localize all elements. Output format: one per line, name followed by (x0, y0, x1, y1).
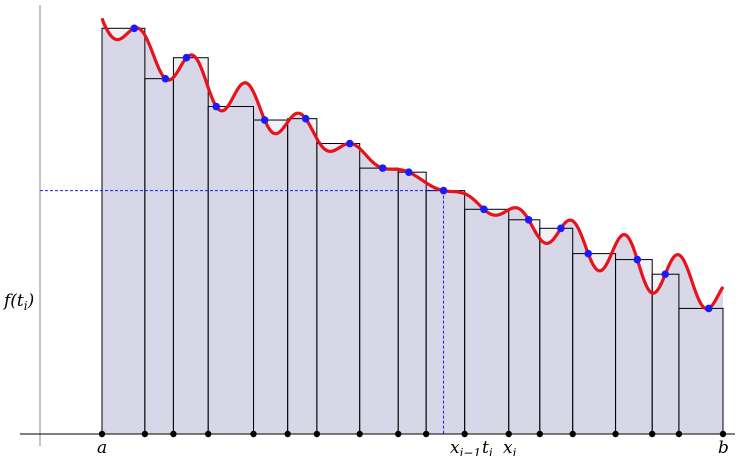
riemann-rectangle (425, 190, 466, 435)
riemann-rectangle (287, 118, 318, 435)
area-fill-shape (102, 18, 723, 435)
partition-point (649, 430, 656, 438)
sample-point (704, 304, 713, 313)
partition-points (98, 430, 727, 438)
riemann-rectangle (464, 208, 510, 435)
riemann-rectangle (101, 27, 146, 435)
sample-point (260, 116, 269, 124)
riemann-rectangle (207, 106, 255, 435)
partition-point (141, 430, 149, 438)
sample-point (480, 205, 488, 214)
label-b: b (718, 438, 729, 456)
partition-point (395, 430, 402, 438)
partition-point (505, 430, 512, 438)
partition-point (569, 430, 576, 438)
riemann-rectangle (678, 307, 724, 435)
riemann-rectangle (359, 167, 399, 435)
partition-point (98, 430, 106, 438)
partition-point (719, 430, 727, 438)
partition-point (170, 430, 177, 438)
partition-point (356, 430, 363, 438)
riemann-rectangle (508, 219, 541, 435)
partition-point (536, 430, 544, 438)
partition-point (313, 430, 321, 438)
sample-point (633, 255, 642, 264)
sample-point (130, 24, 139, 33)
riemann-rectangle (539, 227, 574, 435)
sample-point (524, 215, 533, 224)
partition-point (204, 430, 212, 438)
sample-point (161, 74, 170, 83)
sample-point (301, 114, 310, 123)
sample-point (557, 224, 565, 233)
partition-point (422, 430, 430, 438)
partition-point (612, 430, 619, 438)
riemann-rectangle (651, 273, 680, 435)
guide-lines (40, 190, 445, 434)
partition-point (461, 430, 468, 438)
label-a: a (97, 438, 107, 456)
riemann-rectangle (253, 119, 289, 435)
sample-point (584, 249, 593, 258)
sample-point (378, 164, 387, 172)
label-x-i-minus-1: xi−1 (450, 438, 481, 456)
area-under-curve-fill (102, 18, 723, 435)
sample-point (661, 270, 670, 279)
riemann-rectangle (316, 143, 361, 435)
riemann-rectangle (572, 253, 617, 435)
riemann-rectangle (144, 78, 174, 435)
sample-point (439, 186, 448, 195)
partition-point (250, 430, 257, 438)
label-t-i: ti (482, 438, 493, 456)
sample-point (404, 168, 413, 176)
label-x-i: xi (503, 438, 517, 456)
riemann-rectangle (397, 171, 427, 435)
partition-point (284, 430, 291, 438)
riemann-rectangle (172, 57, 209, 435)
riemann-rectangles (101, 27, 724, 435)
function-curve (100, 17, 725, 311)
partition-point (675, 430, 683, 438)
sample-point (212, 102, 221, 111)
label-f-of-ti: f(ti) (2, 291, 34, 313)
sample-point (345, 139, 354, 148)
sample-points (130, 24, 713, 313)
sample-point (182, 53, 191, 62)
